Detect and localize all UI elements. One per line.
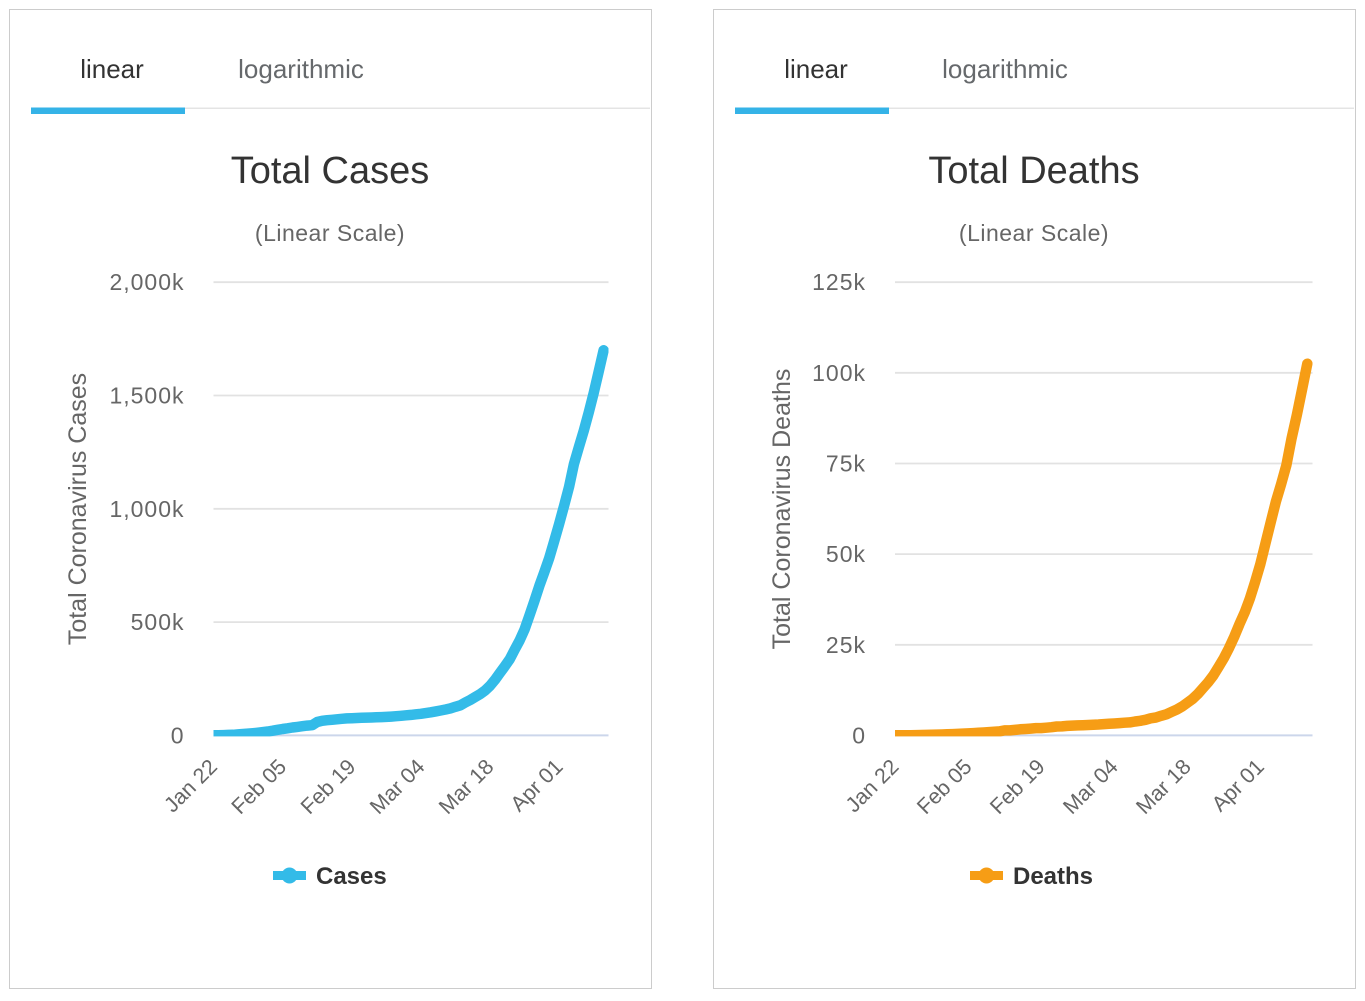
svg-text:Mar 04: Mar 04: [1058, 755, 1122, 819]
svg-text:Mar 18: Mar 18: [1131, 755, 1195, 819]
svg-text:Jan 22: Jan 22: [841, 755, 904, 818]
svg-text:Mar 04: Mar 04: [365, 755, 429, 819]
svg-text:0: 0: [852, 722, 866, 748]
svg-text:logarithmic: logarithmic: [238, 54, 364, 84]
svg-text:linear: linear: [784, 54, 848, 84]
svg-text:2,000k: 2,000k: [109, 269, 184, 295]
svg-text:125k: 125k: [812, 269, 866, 295]
svg-text:Total Coronavirus Deaths: Total Coronavirus Deaths: [768, 369, 796, 650]
svg-text:Apr 01: Apr 01: [1207, 755, 1269, 817]
svg-text:1,000k: 1,000k: [109, 496, 184, 522]
svg-text:Jan 22: Jan 22: [159, 755, 222, 818]
svg-text:500k: 500k: [131, 609, 185, 635]
svg-text:linear: linear: [80, 54, 144, 84]
svg-text:Mar 18: Mar 18: [434, 755, 498, 819]
svg-text:1,500k: 1,500k: [109, 383, 184, 409]
svg-text:100k: 100k: [812, 360, 866, 386]
svg-text:(Linear Scale): (Linear Scale): [959, 220, 1109, 246]
svg-text:Cases: Cases: [316, 863, 387, 890]
svg-text:50k: 50k: [826, 541, 866, 567]
svg-text:Deaths: Deaths: [1013, 863, 1093, 890]
svg-text:Feb 19: Feb 19: [296, 755, 360, 819]
svg-text:75k: 75k: [826, 451, 866, 477]
svg-text:Feb 19: Feb 19: [985, 755, 1049, 819]
svg-text:(Linear Scale): (Linear Scale): [255, 220, 405, 246]
svg-text:0: 0: [171, 722, 185, 748]
svg-text:Apr 01: Apr 01: [506, 755, 568, 817]
svg-text:25k: 25k: [826, 632, 866, 658]
svg-text:logarithmic: logarithmic: [942, 54, 1068, 84]
svg-text:Total Deaths: Total Deaths: [928, 150, 1139, 192]
svg-text:Feb 05: Feb 05: [912, 755, 976, 819]
svg-text:Feb 05: Feb 05: [227, 755, 291, 819]
svg-text:Total Coronavirus Cases: Total Coronavirus Cases: [64, 373, 92, 645]
svg-text:Total Cases: Total Cases: [231, 150, 430, 192]
